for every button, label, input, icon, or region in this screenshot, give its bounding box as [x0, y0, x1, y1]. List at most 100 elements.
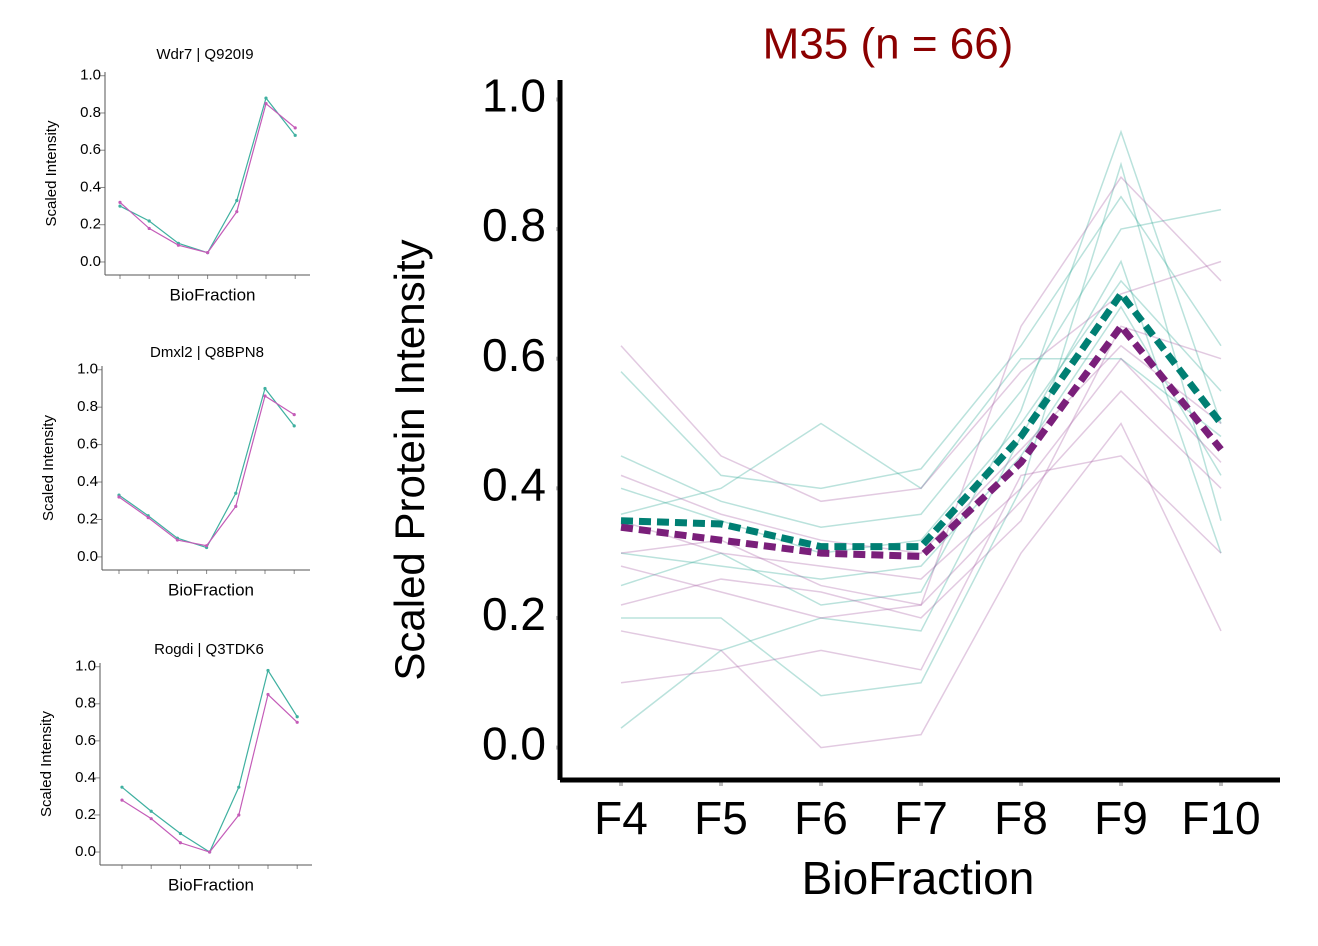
point	[263, 386, 267, 391]
x-axis-label: BioFraction	[802, 852, 1035, 904]
y-axis-label: Scaled Intensity	[38, 711, 55, 817]
x-tick-label: F4	[594, 792, 648, 844]
y-tick-label: 0.0	[80, 253, 101, 270]
x-tick-label: F8	[994, 792, 1048, 844]
point	[295, 720, 299, 724]
series-line	[620, 287, 1224, 551]
y-axis-label: Scaled Protein Intensity	[386, 239, 433, 680]
y-tick-label: 0.2	[80, 216, 101, 233]
point	[120, 798, 124, 802]
series-line	[620, 208, 1222, 528]
point	[293, 133, 297, 137]
x-tick-label: F7	[894, 792, 948, 844]
point	[266, 692, 270, 697]
point	[149, 809, 153, 813]
series-line	[620, 195, 1222, 490]
y-tick-label: 1.0	[80, 67, 101, 84]
point	[117, 495, 121, 499]
point	[149, 817, 153, 821]
point	[237, 813, 241, 817]
y-tick-label: 0.8	[482, 199, 546, 251]
y-tick-label: 0.2	[77, 510, 98, 527]
point	[235, 210, 239, 214]
y-tick-label: 1.0	[482, 70, 546, 122]
chart-title: Rogdi | Q3TDK6	[154, 641, 264, 658]
chart-title: Wdr7 | Q920I9	[156, 46, 253, 63]
series-line	[118, 387, 295, 549]
series-line	[620, 320, 1224, 560]
point	[292, 424, 296, 428]
series-line	[620, 357, 1222, 515]
x-tick-label: F6	[794, 792, 848, 844]
x-tick-label: F9	[1094, 792, 1148, 844]
series-line	[620, 129, 1222, 606]
point	[175, 538, 179, 542]
point	[266, 668, 270, 673]
y-tick-label: 0.8	[80, 104, 101, 121]
point	[208, 850, 212, 854]
x-tick-label: F5	[694, 792, 748, 844]
series-line	[620, 422, 1222, 749]
y-axis-label: Scaled Intensity	[43, 120, 60, 226]
series-line	[119, 102, 296, 254]
x-axis-label: BioFraction	[168, 580, 254, 599]
y-tick-label: 0.6	[80, 141, 101, 158]
chart-title: M35 (n = 66)	[763, 20, 1014, 69]
point	[292, 413, 296, 417]
chart-title: Dmxl2 | Q8BPN8	[150, 344, 264, 361]
point	[205, 544, 209, 548]
y-tick-label: 0.4	[75, 769, 96, 786]
series-line	[621, 161, 1222, 697]
series-line	[620, 259, 1222, 729]
point	[176, 243, 180, 247]
series-line	[620, 279, 1222, 554]
point	[206, 251, 210, 255]
x-axis-label: BioFraction	[168, 875, 254, 894]
point	[234, 491, 238, 495]
x-tick-label: F10	[1181, 792, 1260, 844]
y-tick-label: 0.8	[75, 695, 96, 712]
y-tick-label: 1.0	[75, 658, 96, 675]
series-line	[119, 96, 296, 254]
point	[234, 504, 238, 508]
series-line	[620, 325, 1222, 619]
point	[120, 785, 124, 789]
point	[118, 200, 122, 204]
y-tick-label: 0.6	[77, 436, 98, 453]
x-axis-label: BioFraction	[170, 285, 256, 304]
point	[178, 841, 182, 845]
point	[235, 198, 239, 203]
y-tick-label: 0.0	[75, 843, 96, 860]
point	[237, 785, 241, 789]
series-line	[620, 455, 1222, 684]
point	[147, 226, 151, 231]
point	[118, 204, 122, 208]
series-line	[121, 693, 298, 853]
point	[295, 715, 299, 719]
point	[264, 96, 268, 100]
series-line	[620, 344, 1222, 554]
y-axis-label: Scaled Intensity	[40, 415, 57, 521]
series-line	[620, 260, 1222, 503]
series-line	[620, 390, 1222, 619]
y-tick-label: 0.6	[482, 329, 546, 381]
y-tick-label: 0.4	[77, 473, 98, 490]
y-tick-label: 0.4	[80, 178, 101, 195]
y-tick-label: 0.6	[75, 732, 96, 749]
y-tick-label: 0.4	[482, 458, 546, 510]
point	[146, 515, 150, 520]
y-tick-label: 0.2	[75, 806, 96, 823]
series-line	[620, 357, 1222, 580]
point	[264, 102, 268, 106]
point	[263, 394, 267, 398]
point	[178, 831, 182, 836]
y-tick-label: 0.0	[77, 548, 98, 565]
point	[293, 126, 297, 130]
y-tick-label: 0.8	[77, 398, 98, 415]
point	[147, 219, 151, 223]
series-line	[620, 305, 1222, 580]
y-tick-label: 1.0	[77, 361, 98, 378]
series-line	[118, 394, 295, 547]
y-tick-label: 0.2	[482, 588, 546, 640]
